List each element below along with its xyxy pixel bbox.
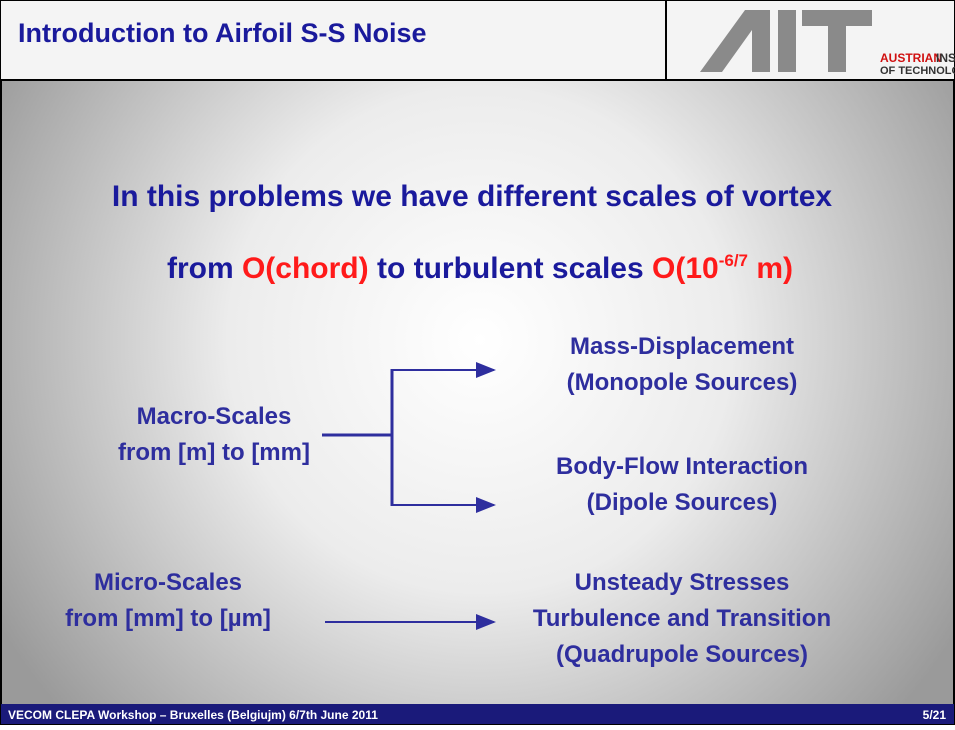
headline: In this problems we have different scale… bbox=[112, 180, 833, 213]
run: from bbox=[167, 252, 242, 285]
page-number: 5/21 bbox=[923, 708, 947, 722]
label: (Monopole Sources) bbox=[567, 369, 798, 396]
label: Mass-Displacement bbox=[570, 333, 794, 360]
logo-text: INSTITUT bbox=[936, 51, 955, 65]
label: Micro-Scales bbox=[94, 569, 242, 596]
label: from [m] to [mm] bbox=[118, 439, 310, 466]
logo-text: AUSTRIAN bbox=[880, 51, 942, 65]
run: O(10 bbox=[652, 252, 719, 285]
label: Unsteady Stresses bbox=[575, 569, 790, 596]
title: Introduction to Airfoil S-S Noise bbox=[18, 18, 426, 48]
label: Macro-Scales bbox=[137, 403, 292, 430]
superscript: -6/7 bbox=[719, 251, 748, 270]
footer-text: VECOM CLEPA Workshop – Bruxelles (Belgiu… bbox=[8, 708, 378, 722]
label: Body-Flow Interaction bbox=[556, 453, 808, 480]
footer-bar bbox=[1, 704, 954, 724]
logo: AUSTRIAN INSTITUT OF TECHNOLOGY bbox=[700, 10, 955, 77]
label: (Quadrupole Sources) bbox=[556, 641, 808, 668]
label: (Dipole Sources) bbox=[587, 489, 778, 516]
run: m) bbox=[748, 252, 793, 285]
label: from [mm] to [µm] bbox=[65, 605, 271, 632]
arrows bbox=[322, 362, 496, 630]
run: to turbulent scales bbox=[369, 252, 652, 285]
headline: from O(chord) to turbulent scales O(10-6… bbox=[167, 251, 793, 285]
label: Turbulence and Transition bbox=[533, 605, 831, 632]
logo-text: OF TECHNOLOGY bbox=[880, 65, 955, 77]
run: O(chord) bbox=[242, 252, 369, 285]
